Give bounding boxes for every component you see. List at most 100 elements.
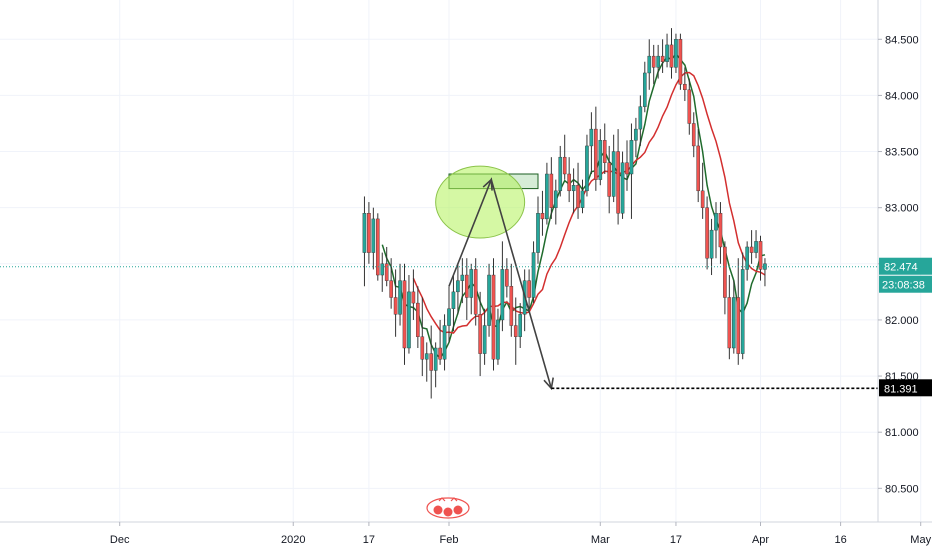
- candle-body: [758, 241, 763, 270]
- candle-up: [545, 162, 549, 225]
- candle-body: [393, 297, 398, 315]
- candle-body: [700, 190, 705, 208]
- countdown-badge: [879, 275, 932, 293]
- candle-up: [487, 263, 491, 337]
- candle-body: [540, 213, 545, 220]
- candle-up: [442, 314, 447, 371]
- time-tick-label: 2020: [281, 534, 305, 546]
- candle-down: [651, 44, 656, 85]
- candle-body: [656, 55, 660, 68]
- candle-body: [482, 325, 487, 354]
- candle-body: [447, 308, 451, 326]
- candle-up: [536, 196, 540, 264]
- candle-down: [625, 140, 629, 191]
- candle-up: [482, 308, 487, 365]
- time-tick-label: 16: [834, 534, 846, 546]
- candle-down: [376, 213, 380, 281]
- candle-body: [763, 263, 767, 270]
- candle-down: [683, 67, 687, 102]
- candle-down: [384, 246, 389, 287]
- candle-body: [527, 280, 531, 298]
- candle-down: [727, 275, 732, 360]
- candle-down: [389, 258, 393, 309]
- candle-body: [691, 123, 696, 147]
- candle-body: [620, 162, 625, 214]
- candle-body: [384, 263, 389, 281]
- drawings[interactable]: [435, 165, 554, 391]
- candle-up: [745, 241, 749, 281]
- candle-body: [736, 297, 741, 354]
- candle-down: [411, 269, 416, 320]
- candle-body: [616, 151, 620, 214]
- candle-up: [456, 263, 460, 315]
- candle-down: [465, 258, 469, 320]
- candle-down: [473, 258, 478, 326]
- price-tick-label: 82.000: [885, 315, 919, 327]
- candle-body: [705, 207, 709, 259]
- candle-up: [518, 303, 522, 348]
- candle-body: [718, 213, 723, 248]
- candle-body: [740, 269, 745, 354]
- candle-up: [424, 342, 429, 382]
- candle-body: [674, 39, 678, 68]
- candle-body: [687, 89, 692, 124]
- candle-body: [727, 297, 732, 349]
- candle-body: [371, 218, 376, 253]
- ma-slow-line: [412, 71, 766, 334]
- candle-down: [576, 162, 580, 219]
- candle-body: [554, 190, 558, 208]
- candle-up: [656, 44, 660, 79]
- candle-body: [500, 269, 505, 321]
- candle-body: [407, 291, 411, 349]
- candle-down: [616, 129, 620, 225]
- candle-body: [660, 55, 665, 62]
- candle-down: [509, 263, 514, 337]
- candle-down: [758, 235, 763, 281]
- candle-body: [558, 156, 563, 192]
- candle-down: [562, 134, 567, 180]
- candle-down: [660, 39, 665, 73]
- candle-body: [536, 213, 540, 253]
- candle-up: [647, 39, 652, 90]
- candle-down: [749, 230, 754, 264]
- candle-body: [424, 353, 429, 360]
- tradingview-logo: [426, 497, 470, 519]
- candle-body: [402, 280, 407, 349]
- candle-body: [362, 213, 367, 253]
- candle-down: [718, 202, 723, 264]
- candle-up: [433, 342, 438, 388]
- candle-body: [518, 314, 522, 337]
- candle-up: [674, 33, 678, 73]
- candle-body: [451, 291, 456, 309]
- candle-body: [598, 140, 603, 180]
- candle-body: [585, 145, 589, 192]
- candle-body: [491, 274, 496, 360]
- price-lines: [0, 266, 878, 390]
- candle-body: [696, 145, 700, 192]
- candle-up: [589, 112, 594, 174]
- candle-body: [669, 44, 674, 68]
- candle-down: [705, 196, 709, 270]
- candle-up: [496, 308, 500, 365]
- candle-body: [567, 173, 571, 192]
- candle-body: [473, 269, 478, 315]
- time-tick-label: 17: [363, 534, 375, 546]
- candle-up: [732, 280, 736, 354]
- candle-body: [589, 128, 594, 147]
- candle-body: [389, 280, 393, 298]
- candle-body: [625, 162, 629, 175]
- candle-up: [469, 263, 474, 315]
- candle-up: [638, 95, 643, 146]
- candle-body: [580, 190, 585, 208]
- candle-body: [651, 55, 656, 68]
- candle-body: [678, 39, 683, 85]
- candle-up: [740, 252, 745, 360]
- time-tick-label: May: [910, 534, 931, 546]
- candle-body: [607, 162, 611, 197]
- candle-body: [433, 347, 438, 371]
- candle-body: [531, 252, 536, 298]
- candle-body: [714, 213, 718, 231]
- candle-down: [549, 157, 554, 219]
- candle-up: [754, 230, 758, 259]
